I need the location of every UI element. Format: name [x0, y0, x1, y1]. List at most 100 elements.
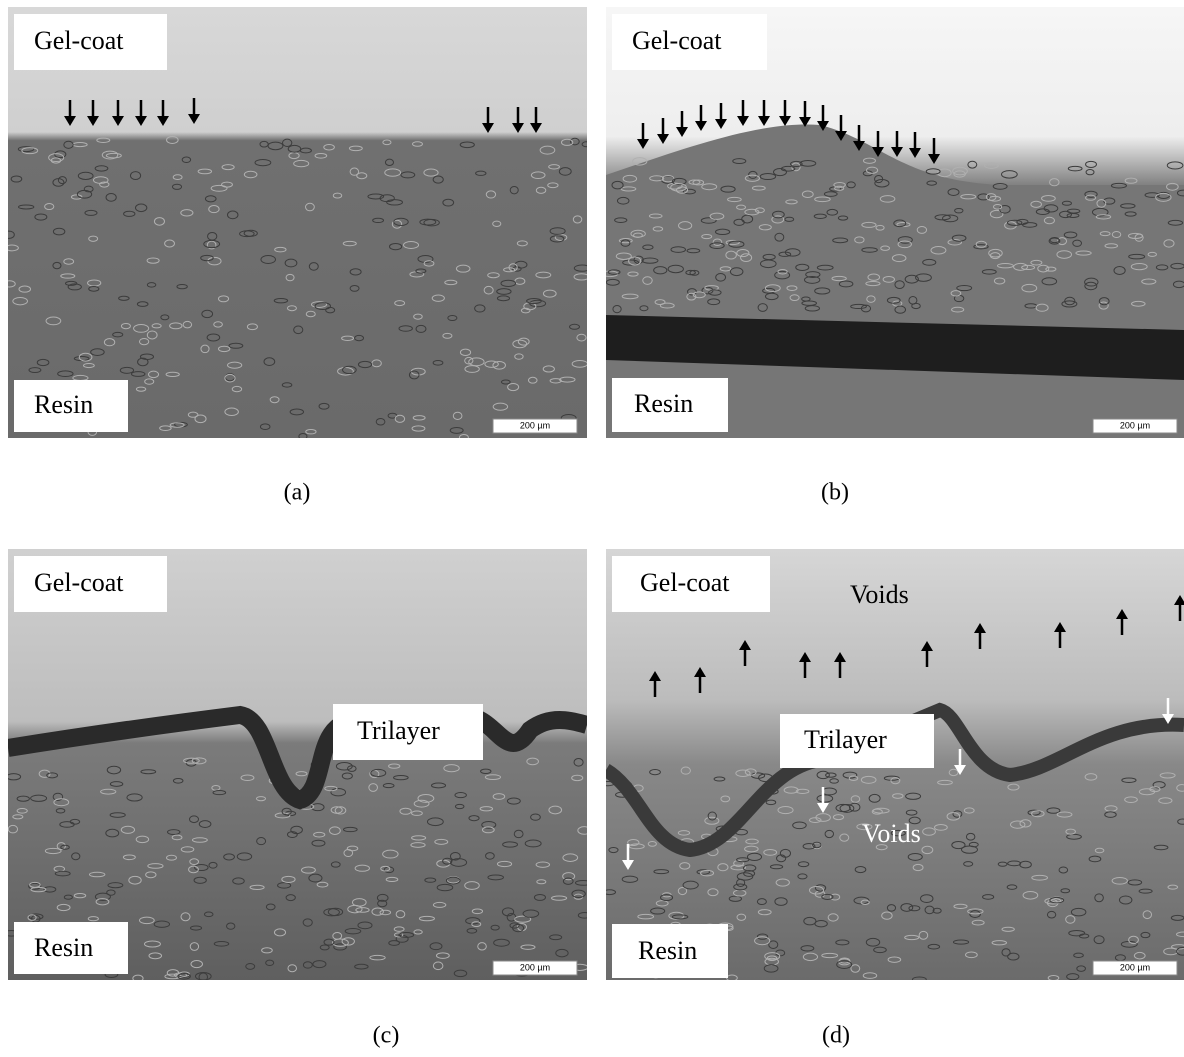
- fiber: [908, 905, 921, 912]
- fiber: [982, 894, 995, 900]
- fiber: [523, 302, 537, 311]
- fiber: [659, 302, 675, 309]
- fiber: [571, 889, 586, 899]
- fiber: [992, 203, 1003, 210]
- fiber: [1049, 896, 1065, 904]
- fiber: [784, 216, 795, 222]
- fiber: [348, 145, 363, 152]
- fiber: [190, 959, 203, 969]
- arrow: [891, 131, 903, 157]
- fiber: [400, 171, 416, 179]
- fiber: [804, 275, 821, 284]
- fiber: [8, 244, 19, 252]
- fiber: [1088, 855, 1102, 863]
- fiber: [893, 219, 907, 228]
- fiber: [1056, 250, 1073, 259]
- fiber: [349, 284, 360, 292]
- fiber: [67, 283, 82, 291]
- fiber: [880, 245, 890, 251]
- fiber: [245, 963, 256, 970]
- fiber: [83, 185, 94, 193]
- fiber: [302, 918, 313, 927]
- fiber: [171, 834, 183, 841]
- fiber: [911, 302, 921, 310]
- fiber: [774, 232, 785, 242]
- fiber: [606, 278, 620, 286]
- fiber: [719, 266, 732, 272]
- fiber: [8, 230, 15, 239]
- fiber: [850, 795, 861, 803]
- fiber: [289, 408, 305, 416]
- fiber: [354, 334, 365, 342]
- fiber: [200, 344, 210, 354]
- fiber: [354, 864, 370, 872]
- fiber: [526, 757, 539, 766]
- fiber: [459, 141, 475, 149]
- caption: (d): [822, 1023, 850, 1049]
- fiber: [960, 194, 977, 200]
- fiber: [558, 167, 572, 176]
- arrow: [817, 105, 829, 131]
- fiber: [135, 386, 147, 392]
- arrow: [817, 787, 829, 813]
- fiber: [432, 175, 444, 184]
- fiber: [436, 883, 454, 892]
- fiber: [341, 937, 355, 946]
- fiber: [642, 244, 654, 250]
- micrograph: [8, 549, 587, 980]
- fiber: [1176, 189, 1184, 197]
- fiber: [109, 781, 124, 787]
- fiber: [1066, 833, 1082, 840]
- fiber: [854, 866, 867, 874]
- fiber: [496, 288, 512, 295]
- fiber: [194, 414, 207, 424]
- fiber: [655, 900, 669, 907]
- fiber: [983, 162, 999, 169]
- fiber: [744, 845, 759, 853]
- fiber: [758, 224, 772, 231]
- fiber: [1085, 194, 1097, 201]
- fiber: [409, 271, 425, 278]
- fiber: [1091, 207, 1109, 217]
- fiber: [900, 903, 914, 912]
- fiber: [285, 273, 295, 282]
- fiber: [450, 858, 468, 867]
- fiber: [627, 271, 639, 277]
- fiber: [649, 175, 665, 182]
- fiber: [189, 858, 200, 866]
- fiber: [442, 332, 453, 339]
- fiber: [795, 263, 810, 271]
- fiber: [868, 793, 881, 803]
- fiber: [454, 792, 467, 799]
- fiber: [894, 280, 905, 289]
- fiber: [514, 915, 532, 923]
- fiber: [571, 359, 587, 368]
- fiber: [814, 287, 831, 295]
- fiber: [226, 361, 243, 369]
- fiber: [136, 301, 149, 307]
- fiber: [260, 255, 276, 264]
- fiber: [615, 252, 632, 260]
- fiber: [376, 893, 389, 902]
- fiber: [69, 818, 81, 825]
- arrow: [909, 132, 921, 158]
- fiber: [54, 150, 67, 159]
- arrow: [737, 100, 749, 126]
- fiber: [485, 190, 497, 199]
- fiber: [549, 934, 563, 941]
- fiber: [797, 873, 808, 880]
- arrow: [64, 100, 76, 126]
- arrow: [482, 107, 494, 133]
- fiber: [1147, 251, 1157, 257]
- fiber: [1007, 860, 1022, 867]
- scale-bar-label: 200 µm: [1120, 962, 1150, 972]
- fiber: [455, 264, 471, 273]
- fiber: [200, 254, 214, 262]
- fiber: [1124, 177, 1138, 184]
- fiber: [882, 275, 895, 283]
- fiber: [562, 853, 579, 862]
- fiber: [423, 260, 435, 267]
- fiber: [403, 241, 420, 250]
- fiber: [349, 167, 360, 176]
- fiber: [618, 238, 633, 244]
